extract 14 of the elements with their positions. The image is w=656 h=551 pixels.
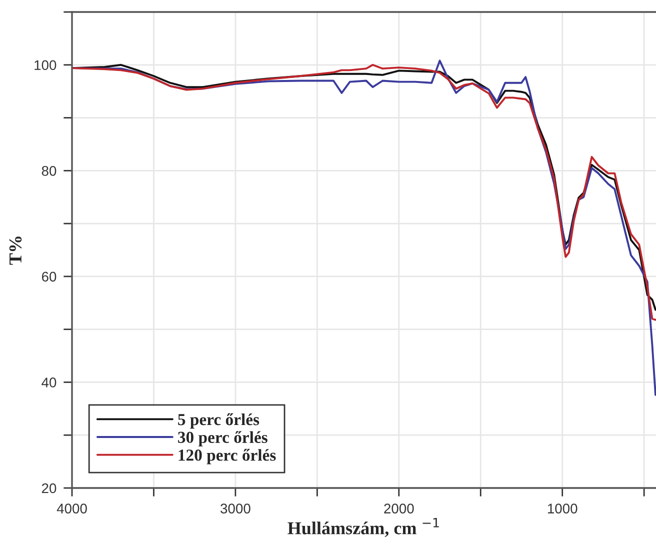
y-tick-label: 80 (42, 166, 56, 176)
legend-label: 120 perc őrlés (178, 448, 276, 464)
x-tick-label: 1000 (548, 504, 578, 514)
x-axis-title: Hullámszám, cm $^{−1}$ (288, 518, 439, 537)
y-tick-label: 40 (42, 378, 56, 388)
x-tick-label: 2000 (384, 504, 414, 514)
y-tick-label: 20 (42, 483, 56, 494)
y-axis-title: T% (9, 236, 22, 265)
legend-label: 5 perc őrlés (178, 413, 260, 429)
legend-label: 30 perc őrlés (178, 431, 268, 446)
x-tick-label: 4000 (56, 504, 87, 514)
y-tick-label: 60 (42, 272, 56, 282)
y-tick-label: 100 (34, 60, 56, 70)
x-tick-label: 3000 (220, 504, 250, 514)
